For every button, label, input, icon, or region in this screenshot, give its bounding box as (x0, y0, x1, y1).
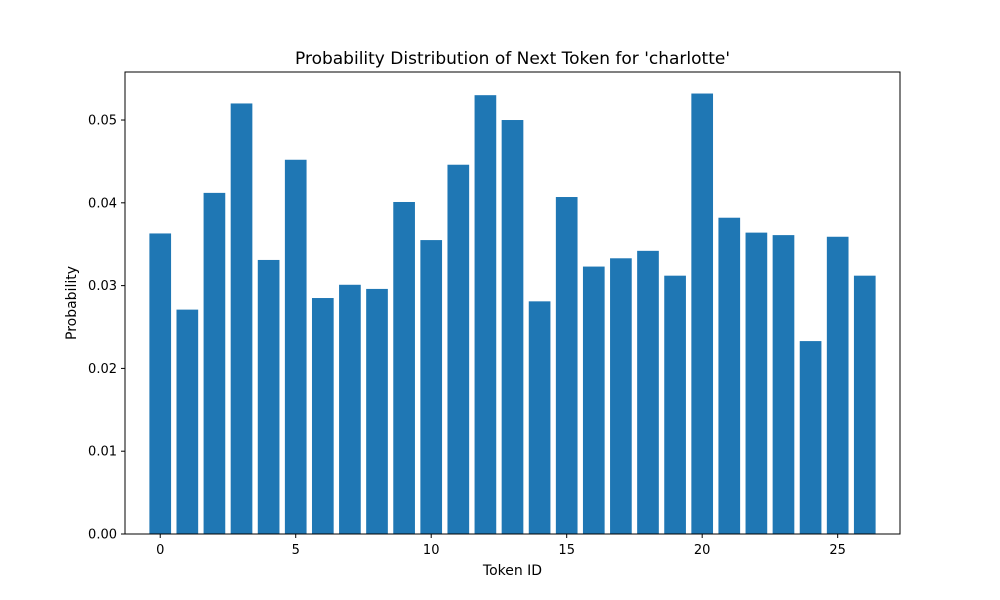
x-tick-label: 25 (829, 543, 846, 558)
bar-token-24 (799, 341, 822, 534)
x-tick-label: 10 (423, 543, 440, 558)
bar-token-19 (664, 275, 686, 534)
bar-token-6 (311, 298, 334, 534)
bar-token-11 (447, 164, 470, 535)
bar-token-12 (474, 95, 497, 535)
plot-frame (124, 71, 901, 535)
bar-token-7 (339, 284, 361, 534)
y-axis-label: Probability (64, 266, 80, 340)
x-axis-label: Token ID (482, 563, 542, 579)
bar-token-10 (420, 240, 443, 534)
bar-token-2 (203, 192, 226, 534)
bar-token-14 (528, 301, 551, 534)
bar-token-25 (826, 236, 849, 534)
y-tick-label: 0.03 (88, 279, 117, 294)
bars-group (149, 93, 876, 535)
bar-token-22 (745, 232, 768, 534)
bar-token-17 (610, 258, 632, 534)
chart-title: Probability Distribution of Next Token f… (295, 49, 730, 69)
bar-token-18 (637, 250, 659, 534)
bar-token-26 (853, 275, 876, 534)
bar-token-21 (718, 217, 741, 534)
y-axis: 0.00 0.01 0.02 0.03 0.04 0.05 (88, 114, 125, 543)
bar-token-3 (230, 103, 253, 535)
bar-token-15 (555, 197, 578, 534)
bar-token-20 (691, 93, 714, 534)
bar-token-9 (393, 201, 415, 535)
bar-token-4 (257, 259, 280, 534)
x-tick-label: 20 (694, 543, 711, 558)
y-tick-label: 0.01 (88, 445, 117, 460)
bar-token-5 (284, 159, 307, 534)
x-tick-label: 15 (558, 543, 575, 558)
bar-token-0 (149, 233, 172, 534)
bar-token-16 (582, 266, 605, 534)
x-axis: 0 5 10 15 20 25 (156, 534, 846, 558)
bar-token-13 (501, 120, 524, 535)
y-tick-label: 0.05 (88, 114, 117, 129)
x-tick-label: 5 (292, 543, 300, 558)
y-tick-label: 0.04 (88, 196, 117, 211)
bar-token-1 (176, 309, 199, 534)
x-tick-label: 0 (156, 543, 164, 558)
y-tick-label: 0.00 (88, 528, 117, 543)
y-tick-label: 0.02 (88, 362, 117, 377)
bar-token-23 (772, 235, 795, 535)
bar-token-8 (366, 288, 388, 534)
